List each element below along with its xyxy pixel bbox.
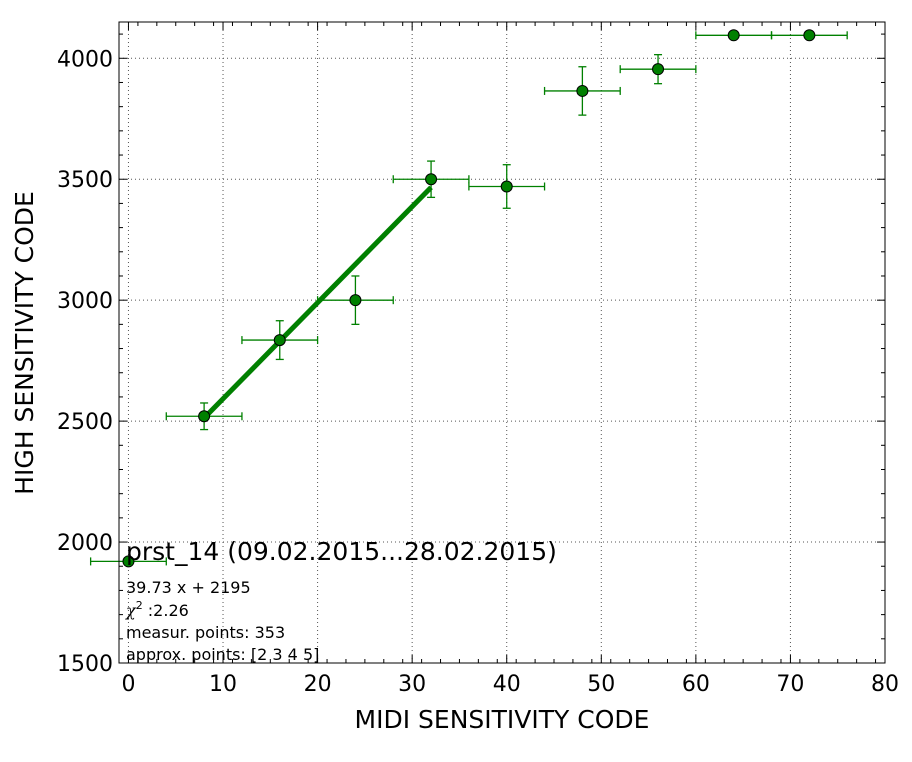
annotation-approx-points: approx. points: [2 3 4 5] (126, 645, 319, 664)
y-tick-label: 2500 (57, 410, 113, 435)
plot-frame (118, 21, 886, 664)
y-tick-label: 1500 (57, 652, 113, 677)
y-axis-title: HIGH SENSITIVITY CODE (10, 191, 39, 495)
x-tick-label: 70 (776, 672, 804, 697)
data-marker (198, 410, 211, 423)
data-point (468, 164, 546, 209)
x-tick-labels: 0 10 20 30 40 50 60 70 80 (121, 672, 899, 697)
x-tick-label: 20 (304, 672, 332, 697)
grid-lines (119, 22, 886, 664)
data-points (89, 29, 848, 568)
data-marker (727, 29, 740, 42)
chi2-symbol: χ (125, 601, 137, 620)
data-marker (349, 294, 362, 307)
data-point (316, 275, 394, 326)
annotation-equation: 39.73 x + 2195 (126, 578, 251, 597)
data-point (241, 320, 319, 361)
x-tick-label: 80 (871, 672, 899, 697)
data-point (165, 402, 243, 431)
data-marker (803, 29, 816, 42)
data-marker (652, 63, 665, 76)
annotation-chi2: χ2 :2.26 (125, 599, 189, 620)
x-axis-title: MIDI SENSITIVITY CODE (355, 705, 650, 734)
data-marker (500, 180, 513, 193)
x-tick-label: 0 (121, 672, 135, 697)
chi2-superscript: 2 (136, 599, 143, 612)
y-tick-label: 2000 (57, 531, 113, 556)
x-tick-label: 30 (398, 672, 426, 697)
data-point (770, 29, 848, 42)
x-tick-label: 10 (209, 672, 237, 697)
y-tick-label: 3500 (57, 168, 113, 193)
y-tick-label: 4000 (57, 47, 113, 72)
x-tick-label: 50 (587, 672, 615, 697)
annotation-measur-points: measur. points: 353 (126, 623, 285, 642)
data-marker (273, 334, 286, 347)
data-point (695, 29, 773, 42)
annotation-title: prst_14 (09.02.2015...28.02.2015) (126, 537, 557, 566)
data-marker (122, 555, 135, 568)
data-marker (576, 84, 589, 97)
data-point (89, 555, 167, 568)
x-tick-label: 40 (493, 672, 521, 697)
y-tick-labels: 1500 2000 2500 3000 3500 4000 (57, 47, 113, 677)
chi2-value: :2.26 (143, 601, 189, 620)
data-point (619, 54, 697, 85)
annotation-box: prst_14 (09.02.2015...28.02.2015) 39.73 … (125, 537, 557, 664)
data-point (543, 66, 621, 116)
y-tick-label: 3000 (57, 289, 113, 314)
minor-ticks (118, 22, 885, 663)
data-marker (425, 173, 438, 186)
x-tick-label: 60 (682, 672, 710, 697)
data-point (392, 160, 470, 199)
